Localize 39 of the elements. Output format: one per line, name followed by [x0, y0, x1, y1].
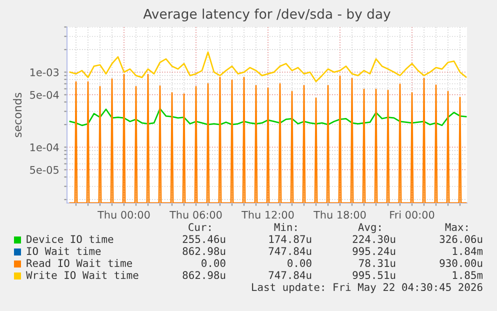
text: 862.98u — [182, 247, 226, 256]
text: Min: — [274, 222, 296, 231]
text: Last update: Fri May 22 04:30:45 2026 — [252, 282, 482, 294]
line-series — [69, 74, 467, 203]
legend-label: Write IO Wait time — [26, 270, 138, 280]
line-series — [69, 51, 467, 82]
text: 1.85m — [452, 271, 483, 280]
text: 0.00 — [202, 259, 226, 268]
text: 862.98u — [182, 271, 226, 280]
text: 1.84m — [452, 247, 483, 256]
text: 255.46u — [182, 235, 226, 244]
x-tick-label: Fri 00:00 — [390, 210, 434, 219]
y-tick-label: 1e-03 — [30, 68, 59, 76]
text: Max: — [445, 223, 468, 232]
line-series — [69, 108, 467, 126]
x-tick-label: Thu 18:00 — [314, 210, 366, 219]
text: 78.31u — [359, 259, 396, 268]
legend-label: IO Wait time — [27, 246, 101, 256]
legend-label: Device IO time — [26, 234, 114, 244]
chart-title: Average latency for /dev/sda - by day — [143, 8, 390, 22]
text: 326.06u — [440, 235, 482, 244]
text: 224.30u — [352, 235, 396, 244]
y-tick-label: 5e-04 — [30, 90, 59, 99]
x-tick-label: Thu 06:00 — [170, 210, 222, 219]
text: 747.84u — [268, 247, 312, 256]
x-tick-label: Thu 12:00 — [242, 210, 294, 219]
text: Cur: — [188, 223, 210, 232]
text: 995.51u — [352, 271, 396, 280]
text: 174.87u — [269, 235, 312, 244]
y-tick-label: 1e-04 — [30, 143, 59, 152]
x-tick-label: Thu 00:00 — [98, 210, 150, 219]
text: Avg: — [358, 223, 380, 234]
y-axis-title: seconds — [13, 92, 22, 138]
text: 995.24u — [352, 247, 396, 256]
legend-label: Read IO Wait time — [26, 258, 132, 268]
text: 930.00u — [440, 259, 482, 268]
text: 0.00 — [288, 259, 312, 268]
y-tick-label: 5e-05 — [30, 166, 58, 174]
text: 747.84u — [268, 271, 312, 280]
